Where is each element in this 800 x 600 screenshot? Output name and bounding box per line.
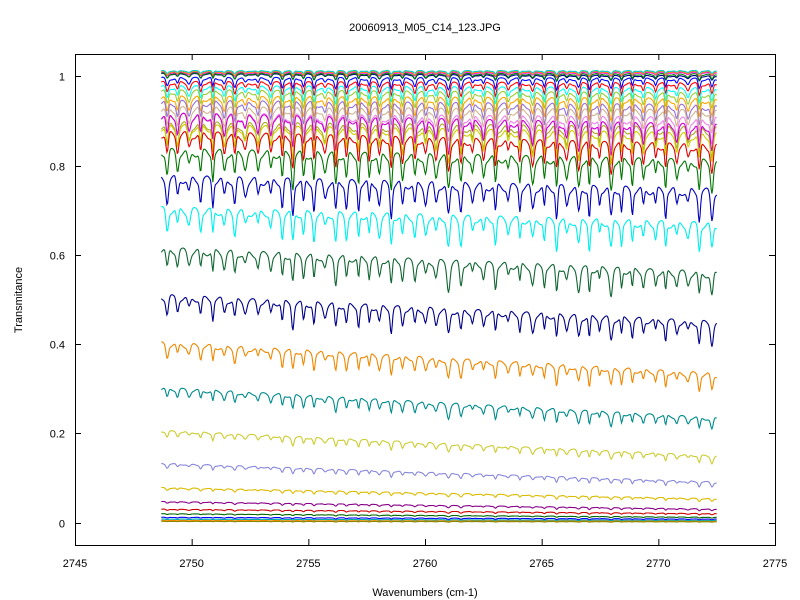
x-axis-label: Wavenumbers (cm-1) <box>372 587 477 599</box>
y-tick-label: 1 <box>59 72 65 84</box>
y-axis: 0 0.2 0.4 0.6 0.8 1 <box>50 72 775 531</box>
series-line <box>160 174 718 223</box>
x-tick-label: 2750 <box>179 558 203 570</box>
series-line <box>161 516 717 521</box>
series-line <box>161 508 717 516</box>
series-line <box>160 112 717 156</box>
x-tick-label: 2755 <box>296 558 320 570</box>
series-line <box>161 80 717 99</box>
series-line <box>161 121 717 163</box>
series-line <box>160 247 717 298</box>
series-line <box>161 430 717 466</box>
series-line <box>161 123 717 165</box>
x-tick-label: 2745 <box>63 558 87 570</box>
series-line <box>161 70 717 78</box>
x-tick-label: 2765 <box>529 558 553 570</box>
y-tick-label: 0 <box>59 519 65 531</box>
series-line <box>161 513 717 519</box>
x-axis: 2745 2750 2755 2760 2765 2770 2775 <box>63 54 787 570</box>
series-line <box>160 99 718 133</box>
series-line <box>161 387 717 431</box>
x-tick-label: 2775 <box>763 558 787 570</box>
y-tick-label: 0.4 <box>50 340 65 352</box>
series-line <box>161 72 717 83</box>
x-tick-label: 2770 <box>646 558 670 570</box>
series-line <box>161 520 717 523</box>
series-line <box>160 294 718 347</box>
series-line <box>161 130 718 175</box>
series-line <box>161 76 717 92</box>
chart-title: 20060913_M05_C14_123.JPG <box>349 22 501 34</box>
series-line <box>161 341 717 392</box>
series-line <box>161 70 717 76</box>
series-line <box>161 500 717 512</box>
series-line <box>161 486 717 503</box>
x-tick-label: 2760 <box>413 558 437 570</box>
series-line <box>161 71 717 78</box>
series-line <box>161 462 717 488</box>
series-line <box>160 112 717 152</box>
y-tick-label: 0.2 <box>50 429 65 441</box>
series-line <box>161 85 718 108</box>
series-line <box>160 89 718 116</box>
y-tick-label: 0.8 <box>50 162 65 174</box>
series-line <box>160 95 718 126</box>
y-tick-label: 0.6 <box>50 251 65 263</box>
series-line <box>161 72 717 82</box>
series-lines <box>160 70 718 523</box>
series-line <box>160 106 717 142</box>
series-line <box>161 206 718 253</box>
series-line <box>161 518 717 522</box>
y-axis-label: Transmitance <box>13 267 25 333</box>
series-line <box>160 147 718 194</box>
